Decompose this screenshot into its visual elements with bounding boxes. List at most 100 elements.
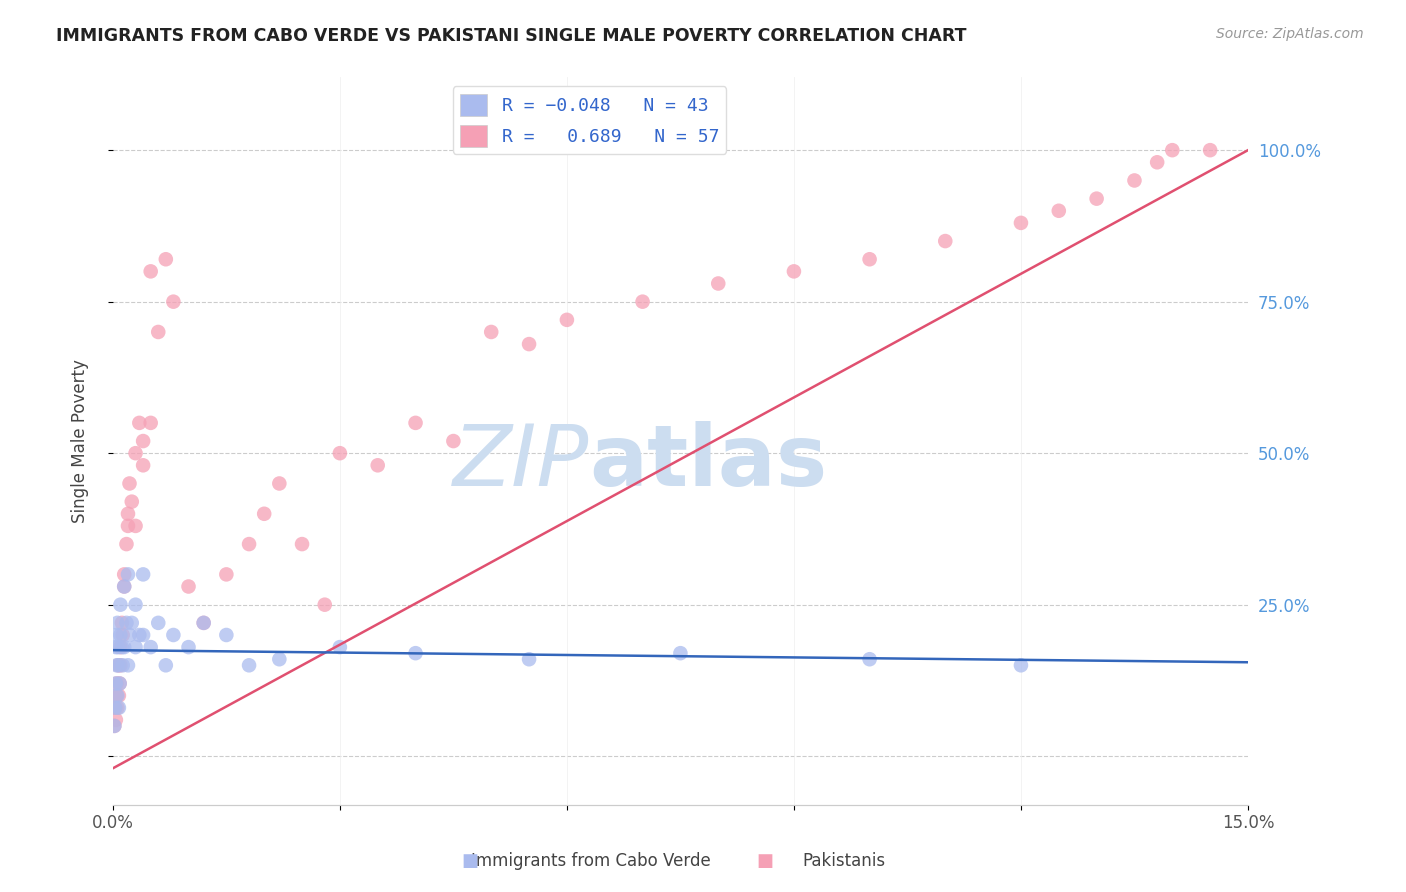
- Point: [111, 658, 134, 673]
- Y-axis label: Single Male Poverty: Single Male Poverty: [72, 359, 89, 523]
- Point: [238, 658, 260, 673]
- Point: [132, 434, 155, 448]
- Point: [105, 615, 128, 630]
- Text: Immigrants from Cabo Verde: Immigrants from Cabo Verde: [471, 852, 710, 870]
- Point: [858, 652, 880, 666]
- Point: [291, 537, 314, 551]
- Point: [105, 676, 128, 690]
- Point: [858, 252, 880, 267]
- Point: [107, 658, 129, 673]
- Point: [104, 700, 127, 714]
- Point: [110, 658, 132, 673]
- Point: [112, 640, 135, 654]
- Point: [103, 719, 125, 733]
- Point: [479, 325, 502, 339]
- Point: [707, 277, 730, 291]
- Point: [128, 628, 150, 642]
- Point: [108, 658, 131, 673]
- Text: Source: ZipAtlas.com: Source: ZipAtlas.com: [1216, 27, 1364, 41]
- Point: [1146, 155, 1168, 169]
- Point: [269, 476, 291, 491]
- Point: [108, 689, 131, 703]
- Text: ■: ■: [756, 852, 773, 870]
- Text: IMMIGRANTS FROM CABO VERDE VS PAKISTANI SINGLE MALE POVERTY CORRELATION CHART: IMMIGRANTS FROM CABO VERDE VS PAKISTANI …: [56, 27, 967, 45]
- Point: [148, 615, 170, 630]
- Point: [105, 628, 128, 642]
- Text: ■: ■: [461, 852, 478, 870]
- Point: [405, 646, 427, 660]
- Point: [934, 234, 956, 248]
- Point: [117, 658, 139, 673]
- Point: [631, 294, 654, 309]
- Point: [108, 676, 131, 690]
- Point: [155, 658, 177, 673]
- Point: [1047, 203, 1070, 218]
- Point: [111, 628, 134, 642]
- Point: [108, 676, 131, 690]
- Point: [253, 507, 276, 521]
- Point: [117, 567, 139, 582]
- Point: [112, 580, 135, 594]
- Point: [329, 446, 352, 460]
- Point: [110, 598, 132, 612]
- Point: [117, 519, 139, 533]
- Point: [1123, 173, 1146, 187]
- Text: Pakistanis: Pakistanis: [801, 852, 886, 870]
- Point: [162, 294, 184, 309]
- Point: [314, 598, 336, 612]
- Point: [124, 519, 146, 533]
- Point: [329, 640, 352, 654]
- Point: [112, 567, 135, 582]
- Point: [1010, 216, 1032, 230]
- Point: [104, 700, 127, 714]
- Point: [162, 628, 184, 642]
- Point: [132, 628, 155, 642]
- Point: [111, 615, 134, 630]
- Point: [139, 264, 162, 278]
- Point: [132, 567, 155, 582]
- Point: [193, 615, 215, 630]
- Point: [1085, 192, 1108, 206]
- Point: [104, 640, 127, 654]
- Point: [111, 640, 134, 654]
- Point: [105, 689, 128, 703]
- Point: [139, 416, 162, 430]
- Point: [104, 713, 127, 727]
- Point: [193, 615, 215, 630]
- Point: [108, 700, 131, 714]
- Point: [139, 640, 162, 654]
- Point: [367, 458, 389, 473]
- Point: [1199, 143, 1222, 157]
- Point: [112, 580, 135, 594]
- Point: [124, 446, 146, 460]
- Point: [148, 325, 170, 339]
- Point: [115, 537, 138, 551]
- Point: [783, 264, 806, 278]
- Point: [669, 646, 692, 660]
- Point: [269, 652, 291, 666]
- Point: [128, 416, 150, 430]
- Point: [104, 676, 127, 690]
- Point: [238, 537, 260, 551]
- Point: [110, 640, 132, 654]
- Point: [405, 416, 427, 430]
- Point: [105, 689, 128, 703]
- Point: [121, 615, 143, 630]
- Point: [177, 580, 200, 594]
- Point: [517, 652, 540, 666]
- Legend: R = −0.048   N = 43, R =   0.689   N = 57: R = −0.048 N = 43, R = 0.689 N = 57: [453, 87, 727, 154]
- Point: [103, 719, 125, 733]
- Point: [441, 434, 464, 448]
- Point: [1161, 143, 1184, 157]
- Point: [177, 640, 200, 654]
- Point: [115, 615, 138, 630]
- Point: [105, 700, 128, 714]
- Point: [118, 628, 141, 642]
- Point: [155, 252, 177, 267]
- Point: [124, 640, 146, 654]
- Point: [517, 337, 540, 351]
- Point: [215, 628, 238, 642]
- Point: [105, 658, 128, 673]
- Point: [121, 494, 143, 508]
- Point: [107, 640, 129, 654]
